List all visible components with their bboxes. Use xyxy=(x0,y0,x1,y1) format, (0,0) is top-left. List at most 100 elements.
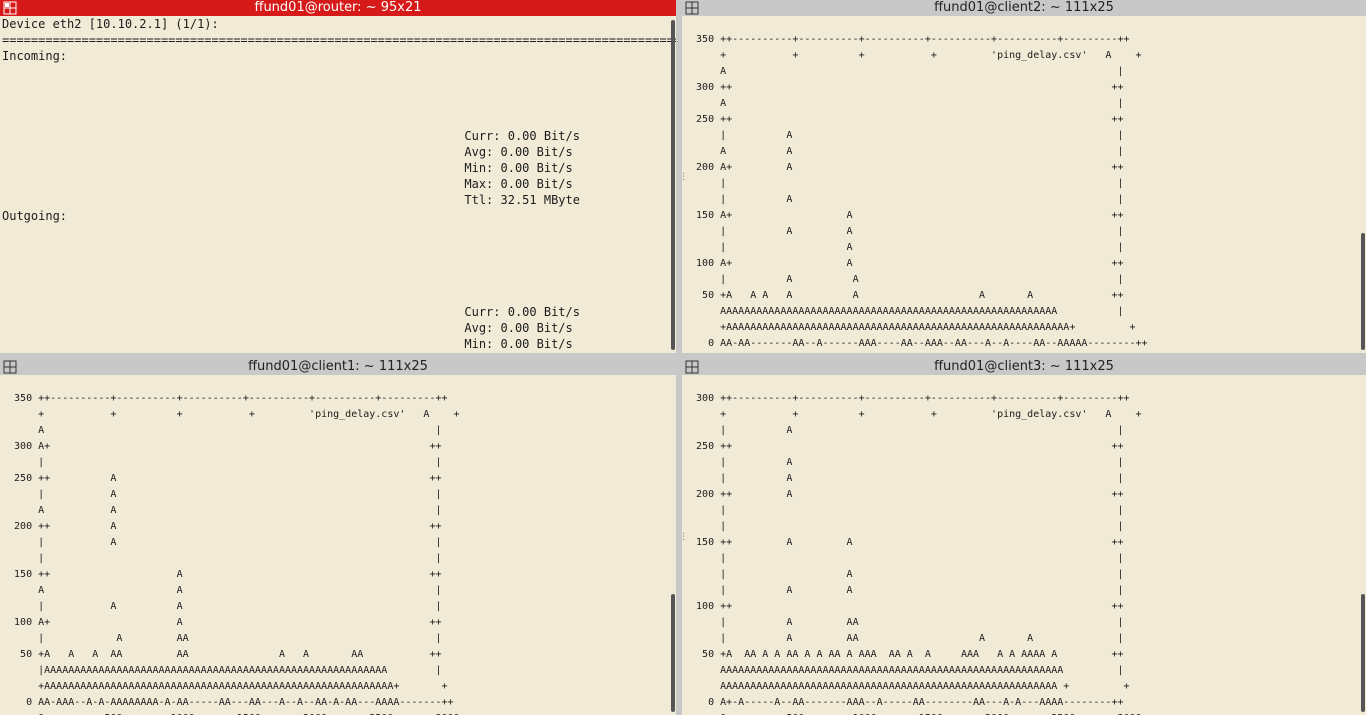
terminal-line: 250 ++ A ++ xyxy=(2,471,666,487)
terminal-line: + + + + 'ping_delay.csv' A + xyxy=(684,48,1356,64)
terminal-menu-icon[interactable] xyxy=(3,1,17,15)
terminal-line: Device eth2 [10.10.2.1] (1/1): xyxy=(2,16,666,32)
terminal-line: 200 ++ A ++ xyxy=(684,487,1356,503)
terminal-line: AAAAAAAAAAAAAAAAAAAAAAAAAAAAAAAAAAAAAAAA… xyxy=(684,663,1356,679)
terminal-line: A A | xyxy=(2,583,666,599)
terminal-line: 200 ++ A ++ xyxy=(2,519,666,535)
grip-icon[interactable]: ⋮ xyxy=(679,532,688,542)
terminal-line xyxy=(2,96,666,112)
terminal-line: Incoming: xyxy=(2,48,666,64)
terminal-line: ========================================… xyxy=(2,32,666,48)
terminal-line: | A A | xyxy=(684,224,1356,240)
terminal-menu-icon[interactable] xyxy=(685,1,699,15)
terminal-pane-client1[interactable]: ffund01@client1: ~ 111x25 350 ++--------… xyxy=(0,359,676,715)
terminal-output[interactable]: 350 ++----------+----------+----------+-… xyxy=(2,375,666,715)
terminal-line: | A AA | xyxy=(2,631,666,647)
terminal-line xyxy=(2,80,666,96)
terminal-line: | | xyxy=(684,519,1356,535)
terminal-line: Ttl: 32.51 MByte xyxy=(2,192,666,208)
scrollbar[interactable] xyxy=(671,594,675,712)
terminal-line: Curr: 0.00 Bit/s xyxy=(2,128,666,144)
terminal-line: AAAAAAAAAAAAAAAAAAAAAAAAAAAAAAAAAAAAAAAA… xyxy=(684,304,1356,320)
terminal-line: 300 ++----------+----------+----------+-… xyxy=(684,391,1356,407)
terminal-line: | | xyxy=(2,455,666,471)
terminal-line: | A | xyxy=(684,128,1356,144)
pane-title-client1[interactable]: ffund01@client1: ~ 111x25 xyxy=(0,359,676,375)
terminal-pane-client2[interactable]: ffund01@client2: ~ 111x25 350 ++--------… xyxy=(682,0,1366,353)
terminal-line: 150 ++ A ++ xyxy=(2,567,666,583)
terminal-line: Min: 0.00 Bit/s xyxy=(2,160,666,176)
window-title: ffund01@client2: ~ 111x25 xyxy=(934,0,1114,15)
terminal-line: 150 ++ A A ++ xyxy=(684,535,1356,551)
terminal-line xyxy=(2,288,666,304)
terminal-line: | A | xyxy=(684,567,1356,583)
terminal-line: | A | xyxy=(684,471,1356,487)
terminal-line: 200 A+ A ++ xyxy=(684,160,1356,176)
terminal-line xyxy=(684,16,1356,32)
terminal-line: 300 ++ ++ xyxy=(684,80,1356,96)
terminal-output[interactable]: Device eth2 [10.10.2.1] (1/1): ==========… xyxy=(2,16,666,353)
terminal-line: | A | xyxy=(684,423,1356,439)
terminal-line: 0 AA-AA-------AA--A------AAA----AA--AAA-… xyxy=(684,336,1356,352)
pane-title-router[interactable]: ffund01@router: ~ 95x21 xyxy=(0,0,676,16)
scrollbar[interactable] xyxy=(1361,233,1365,350)
terminal-line: | A AA | xyxy=(684,615,1356,631)
terminal-pane-client3[interactable]: ffund01@client3: ~ 111x25 300 ++--------… xyxy=(682,359,1366,715)
terminal-line: 100 ++ ++ xyxy=(684,599,1356,615)
terminal-line: AAAAAAAAAAAAAAAAAAAAAAAAAAAAAAAAAAAAAAAA… xyxy=(684,679,1356,695)
terminal-line: + + + + 'ping_delay.csv' A + xyxy=(2,407,666,423)
terminal-line: | | xyxy=(2,551,666,567)
pane-title-client2[interactable]: ffund01@client2: ~ 111x25 xyxy=(682,0,1366,16)
terminal-line xyxy=(2,64,666,80)
terminal-line: A | xyxy=(684,96,1356,112)
window-title: ffund01@client1: ~ 111x25 xyxy=(248,359,428,374)
terminal-line: | A | xyxy=(684,455,1356,471)
terminal-line: 0 500 1000 1500 2000 2500 3000 xyxy=(684,711,1356,715)
terminal-line xyxy=(2,240,666,256)
terminal-line: Curr: 0.00 Bit/s xyxy=(2,304,666,320)
terminal-line: |AAAAAAAAAAAAAAAAAAAAAAAAAAAAAAAAAAAAAAA… xyxy=(2,663,666,679)
window-title: ffund01@client3: ~ 111x25 xyxy=(934,359,1114,374)
terminal-line: Avg: 0.00 Bit/s xyxy=(2,320,666,336)
terminal-line: | | xyxy=(684,503,1356,519)
terminal-line: | A | xyxy=(2,487,666,503)
terminal-line: 150 A+ A ++ xyxy=(684,208,1356,224)
terminal-line: A A | xyxy=(2,503,666,519)
terminal-line: 250 ++ ++ xyxy=(684,112,1356,128)
terminal-line xyxy=(2,256,666,272)
terminal-menu-icon[interactable] xyxy=(3,360,17,374)
terminal-line: Max: 0.00 Bit/s xyxy=(2,176,666,192)
terminal-line: | A A | xyxy=(684,272,1356,288)
terminal-line: 350 ++----------+----------+----------+-… xyxy=(684,32,1356,48)
terminal-line: | | xyxy=(684,551,1356,567)
terminal-line: Min: 0.00 Bit/s xyxy=(2,336,666,352)
terminal-line xyxy=(2,272,666,288)
terminal-line: 50 +A AA A A AA A A AA A AAA AA A A AAA … xyxy=(684,647,1356,663)
terminal-line xyxy=(2,224,666,240)
terminal-output[interactable]: 300 ++----------+----------+----------+-… xyxy=(684,375,1356,715)
terminal-menu-icon[interactable] xyxy=(685,360,699,374)
terminal-line xyxy=(2,112,666,128)
terminal-line xyxy=(684,375,1356,391)
terminal-line: 50 +A A A AA AA A A AA ++ xyxy=(2,647,666,663)
terminal-line: 350 ++----------+----------+----------+-… xyxy=(2,391,666,407)
horizontal-split-handle[interactable] xyxy=(0,353,1366,359)
grip-icon[interactable]: ⋮ xyxy=(679,172,688,182)
terminal-line: A | xyxy=(684,64,1356,80)
terminal-line: 300 A+ ++ xyxy=(2,439,666,455)
pane-title-client3[interactable]: ffund01@client3: ~ 111x25 xyxy=(682,359,1366,375)
terminal-line: | A A | xyxy=(684,583,1356,599)
scrollbar[interactable] xyxy=(1361,594,1365,712)
terminal-line: | | xyxy=(684,176,1356,192)
terminal-output[interactable]: 350 ++----------+----------+----------+-… xyxy=(684,16,1356,353)
terminal-line: | A | xyxy=(684,240,1356,256)
terminal-line: + + + + 'ping_delay.csv' A + xyxy=(684,407,1356,423)
terminal-line: A | xyxy=(2,423,666,439)
terminal-line: | A | xyxy=(684,192,1356,208)
terminal-line: 50 +A A A A A A A ++ xyxy=(684,288,1356,304)
terminal-line: 0 500 1000 1500 2000 2500 3000 xyxy=(2,711,666,715)
terminal-line: Avg: 0.00 Bit/s xyxy=(2,144,666,160)
terminal-line: A A | xyxy=(684,144,1356,160)
terminal-pane-router[interactable]: ffund01@router: ~ 95x21 Device eth2 [10.… xyxy=(0,0,676,353)
scrollbar[interactable] xyxy=(671,20,675,350)
